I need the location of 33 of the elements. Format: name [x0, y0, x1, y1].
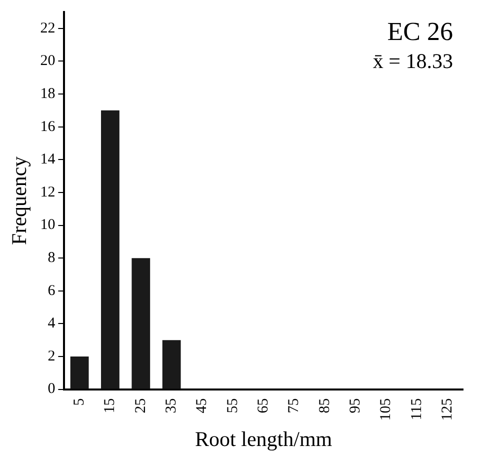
x-tick-label: 55: [224, 398, 241, 414]
bar: [162, 340, 181, 389]
y-tick-label: 0: [48, 381, 56, 398]
y-tick-label: 18: [40, 86, 56, 102]
y-tick-label: 4: [48, 316, 56, 332]
x-tick-label: 105: [378, 398, 394, 421]
y-tick-label: 22: [40, 20, 56, 36]
x-tick-label: 85: [316, 398, 333, 414]
x-tick-label: 5: [71, 398, 88, 406]
x-axis-title: Root length/mm: [195, 426, 332, 451]
y-tick-label: 12: [40, 184, 56, 200]
x-tick-label: 35: [164, 398, 180, 414]
x-tick-label: 95: [348, 398, 364, 414]
y-tick-label: 8: [48, 250, 56, 266]
bar: [101, 110, 120, 389]
x-tick-label: 15: [102, 398, 118, 414]
x-tick-label: 125: [440, 398, 456, 421]
x-tick-label: 115: [408, 398, 425, 420]
annotation: EC 26: [387, 16, 453, 46]
y-axis-title: Frequency: [7, 156, 32, 245]
x-tick-label: 45: [194, 398, 210, 414]
y-tick-label: 16: [40, 118, 56, 135]
y-tick-label: 20: [40, 53, 56, 70]
y-tick-label: 10: [40, 217, 56, 234]
annotation: x̄ = 18.33: [372, 49, 453, 74]
y-tick-label: 6: [48, 282, 56, 299]
x-tick-label: 75: [286, 398, 302, 414]
bar: [70, 356, 89, 389]
y-tick-label: 14: [40, 152, 56, 168]
x-tick-label: 25: [132, 398, 149, 414]
y-tick-label: 2: [48, 348, 56, 364]
x-tick-label: 65: [256, 398, 272, 414]
bar: [132, 258, 150, 389]
